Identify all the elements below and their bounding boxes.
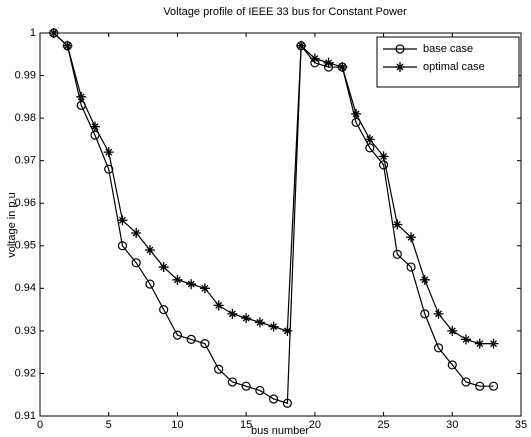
marker-star bbox=[144, 245, 155, 256]
y-tick-label: 0.96 bbox=[15, 197, 36, 209]
marker-star bbox=[395, 62, 405, 72]
marker-star bbox=[213, 300, 224, 311]
y-axis-label: voltage in p.u bbox=[6, 192, 18, 257]
x-axis-label: bus number bbox=[251, 425, 309, 437]
marker-circle bbox=[255, 385, 265, 396]
y-tick-label: 0.98 bbox=[15, 112, 36, 124]
marker-circle bbox=[117, 241, 128, 251]
marker-star bbox=[62, 40, 73, 51]
marker-star bbox=[103, 147, 114, 158]
marker-circle bbox=[172, 330, 183, 340]
legend-label: optimal case bbox=[423, 61, 485, 73]
marker-star bbox=[186, 279, 197, 290]
marker-star bbox=[323, 57, 334, 68]
marker-star bbox=[309, 53, 320, 64]
marker-star bbox=[241, 313, 252, 324]
marker-star bbox=[172, 274, 183, 285]
marker-star bbox=[268, 321, 279, 332]
marker-star bbox=[447, 325, 458, 336]
marker-circle bbox=[392, 249, 402, 259]
marker-circle bbox=[420, 309, 430, 319]
x-tick-label: 0 bbox=[37, 419, 43, 431]
y-tick-label: 0.94 bbox=[15, 282, 36, 294]
y-tick-label: 0.92 bbox=[15, 367, 36, 379]
marker-circle bbox=[461, 377, 471, 387]
marker-star bbox=[488, 338, 499, 349]
marker-star bbox=[227, 308, 238, 319]
marker-circle bbox=[447, 360, 457, 370]
y-tick-label: 0.95 bbox=[15, 240, 36, 252]
marker-star bbox=[76, 91, 87, 102]
x-tick-label: 5 bbox=[106, 419, 112, 431]
marker-circle bbox=[186, 334, 196, 344]
marker-circle bbox=[131, 258, 141, 268]
marker-star bbox=[406, 232, 417, 243]
marker-circle bbox=[227, 377, 237, 387]
marker-star bbox=[378, 151, 389, 162]
marker-star bbox=[199, 283, 210, 294]
marker-star bbox=[89, 121, 100, 132]
marker-circle bbox=[395, 44, 405, 54]
plot-frame bbox=[39, 32, 522, 417]
marker-circle bbox=[241, 381, 251, 391]
x-tick-label: 20 bbox=[309, 419, 321, 431]
marker-star bbox=[131, 228, 142, 239]
marker-circle bbox=[406, 262, 416, 272]
marker-circle bbox=[200, 339, 210, 349]
marker-circle bbox=[214, 364, 224, 374]
x-tick-label: 35 bbox=[515, 419, 527, 431]
marker-circle bbox=[475, 381, 485, 391]
x-tick-label: 15 bbox=[240, 419, 252, 431]
y-tick-label: 0.93 bbox=[15, 325, 36, 337]
marker-circle bbox=[145, 279, 155, 289]
marker-star bbox=[392, 219, 403, 230]
y-tick-label: 0.99 bbox=[15, 69, 36, 81]
marker-star bbox=[282, 325, 293, 336]
y-tick-label: 0.91 bbox=[15, 410, 36, 422]
marker-star bbox=[158, 262, 169, 273]
marker-star bbox=[364, 134, 375, 145]
marker-circle bbox=[159, 305, 169, 315]
legend-label: base case bbox=[423, 43, 473, 55]
marker-star bbox=[433, 308, 444, 319]
marker-star bbox=[461, 334, 472, 345]
marker-star bbox=[474, 338, 485, 349]
series-line bbox=[53, 32, 494, 405]
marker-star bbox=[419, 274, 430, 285]
marker-star bbox=[254, 317, 265, 328]
marker-star bbox=[48, 28, 59, 38]
chart-title: Voltage profile of IEEE 33 bus for Const… bbox=[163, 6, 407, 18]
x-tick-label: 25 bbox=[377, 419, 389, 431]
marker-circle bbox=[282, 398, 292, 408]
x-tick-label: 10 bbox=[171, 419, 183, 431]
x-tick-label: 30 bbox=[446, 419, 458, 431]
y-tick-label: 0.97 bbox=[15, 155, 36, 167]
marker-star bbox=[337, 62, 348, 73]
y-tick-label: 1 bbox=[30, 27, 36, 39]
marker-circle bbox=[433, 343, 444, 353]
marker-circle bbox=[488, 381, 499, 391]
marker-star bbox=[351, 108, 362, 119]
marker-circle bbox=[269, 394, 279, 404]
marker-star bbox=[296, 40, 307, 51]
marker-star bbox=[117, 215, 128, 226]
